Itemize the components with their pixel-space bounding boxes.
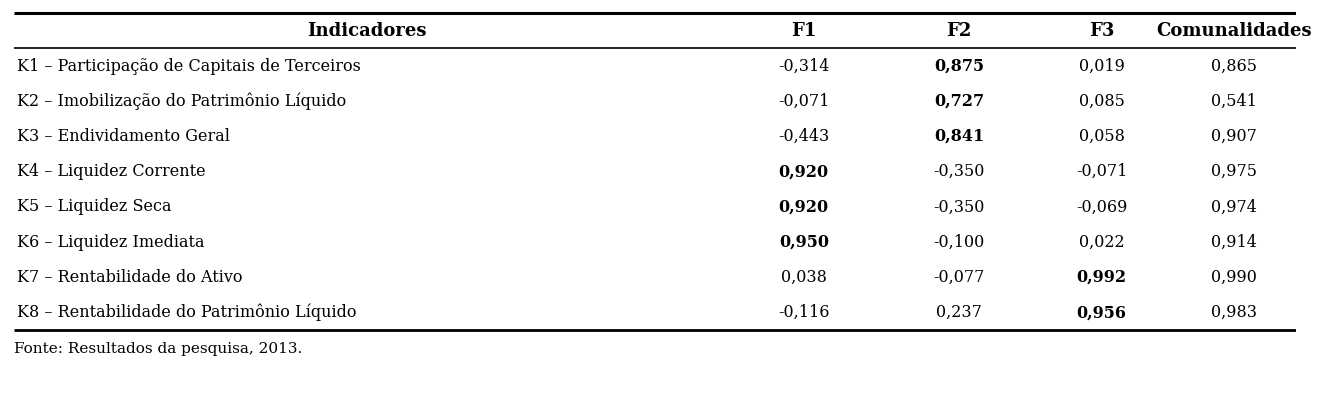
- Text: 0,058: 0,058: [1078, 128, 1124, 145]
- Text: -0,350: -0,350: [934, 163, 985, 180]
- Text: -0,350: -0,350: [934, 198, 985, 215]
- Text: -0,071: -0,071: [778, 93, 830, 110]
- Text: 0,541: 0,541: [1211, 93, 1257, 110]
- Text: F1: F1: [792, 22, 817, 40]
- Text: -0,443: -0,443: [778, 128, 830, 145]
- Text: -0,100: -0,100: [934, 234, 985, 251]
- Text: F3: F3: [1089, 22, 1114, 40]
- Text: -0,069: -0,069: [1075, 198, 1127, 215]
- Text: 0,983: 0,983: [1211, 304, 1257, 321]
- Text: 0,727: 0,727: [934, 93, 984, 110]
- Text: 0,920: 0,920: [778, 163, 829, 180]
- Text: 0,990: 0,990: [1211, 269, 1257, 286]
- Text: 0,950: 0,950: [778, 234, 829, 251]
- Text: 0,914: 0,914: [1211, 234, 1257, 251]
- Text: K6 – Liquidez Imediata: K6 – Liquidez Imediata: [17, 234, 204, 251]
- Text: K2 – Imobilização do Patrimônio Líquido: K2 – Imobilização do Patrimônio Líquido: [17, 93, 346, 110]
- Text: K7 – Rentabilidade do Ativo: K7 – Rentabilidade do Ativo: [17, 269, 243, 286]
- Text: -0,314: -0,314: [778, 57, 830, 75]
- Text: -0,116: -0,116: [778, 304, 830, 321]
- Text: 0,841: 0,841: [934, 128, 984, 145]
- Text: 0,920: 0,920: [778, 198, 829, 215]
- Text: 0,022: 0,022: [1078, 234, 1124, 251]
- Text: 0,038: 0,038: [781, 269, 826, 286]
- Text: 0,865: 0,865: [1211, 57, 1257, 75]
- Text: Comunalidades: Comunalidades: [1156, 22, 1311, 40]
- Text: K3 – Endividamento Geral: K3 – Endividamento Geral: [17, 128, 229, 145]
- Text: K4 – Liquidez Corrente: K4 – Liquidez Corrente: [17, 163, 206, 180]
- Text: Fonte: Resultados da pesquisa, 2013.: Fonte: Resultados da pesquisa, 2013.: [15, 342, 302, 356]
- Text: 0,907: 0,907: [1211, 128, 1257, 145]
- Text: K1 – Participação de Capitais de Terceiros: K1 – Participação de Capitais de Terceir…: [17, 57, 361, 75]
- Text: F2: F2: [947, 22, 972, 40]
- Text: 0,975: 0,975: [1211, 163, 1257, 180]
- Text: 0,237: 0,237: [936, 304, 983, 321]
- Text: -0,071: -0,071: [1075, 163, 1127, 180]
- Text: 0,085: 0,085: [1078, 93, 1124, 110]
- Text: 0,956: 0,956: [1077, 304, 1127, 321]
- Text: Indicadores: Indicadores: [308, 22, 427, 40]
- Text: K5 – Liquidez Seca: K5 – Liquidez Seca: [17, 198, 171, 215]
- Text: K8 – Rentabilidade do Patrimônio Líquido: K8 – Rentabilidade do Patrimônio Líquido: [17, 304, 357, 321]
- Text: 0,019: 0,019: [1078, 57, 1124, 75]
- Text: 0,974: 0,974: [1211, 198, 1257, 215]
- Text: -0,077: -0,077: [934, 269, 985, 286]
- Text: 0,992: 0,992: [1077, 269, 1127, 286]
- Text: 0,875: 0,875: [934, 57, 984, 75]
